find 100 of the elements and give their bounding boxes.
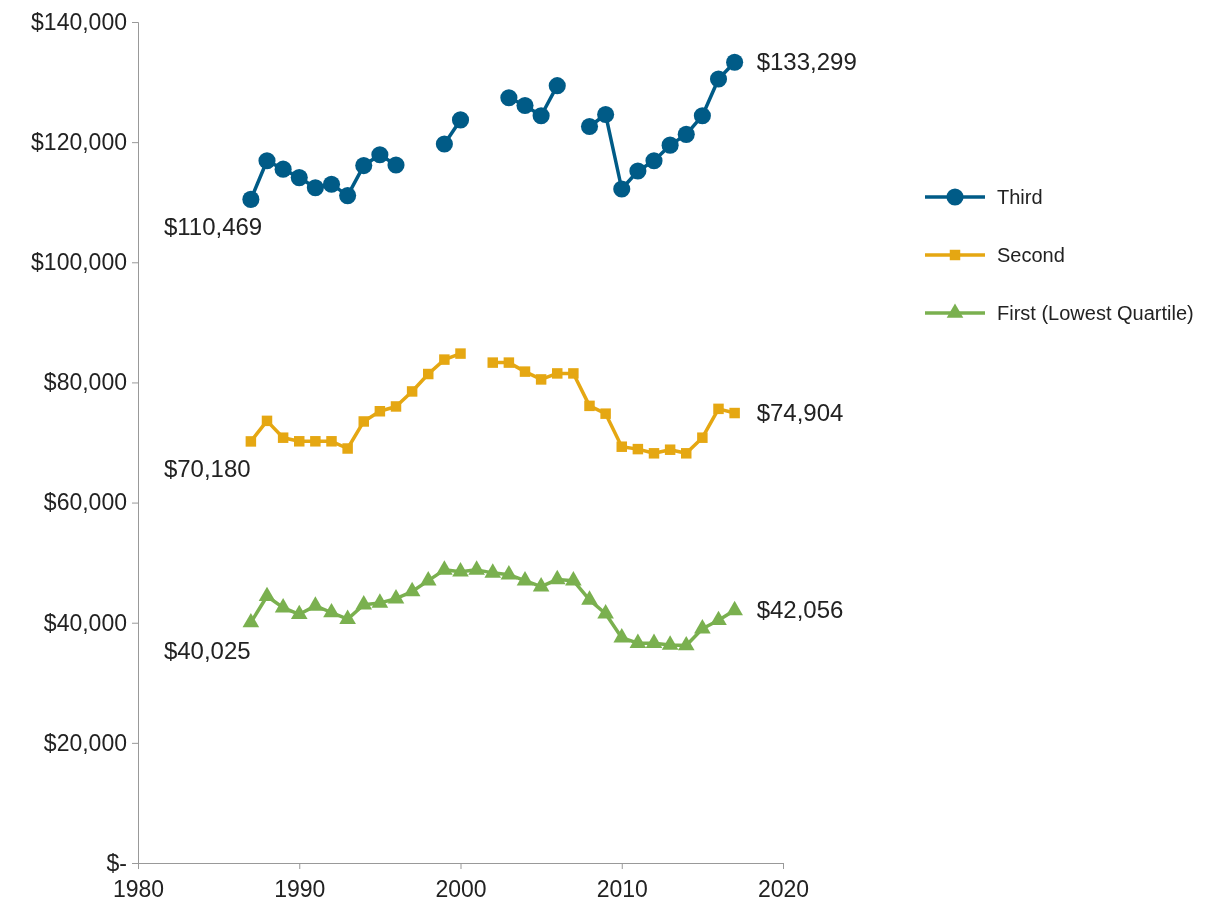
point	[552, 368, 563, 379]
legend-label: Third	[997, 186, 1043, 208]
point	[355, 157, 373, 175]
point	[355, 595, 373, 610]
x-tick-label: 1980	[112, 876, 165, 903]
x-tick-label: 2010	[596, 876, 648, 903]
point	[693, 107, 711, 125]
point	[339, 609, 356, 624]
point	[436, 560, 453, 575]
point	[274, 160, 292, 178]
point	[629, 162, 647, 180]
point	[306, 179, 324, 197]
point	[452, 562, 469, 577]
point	[661, 136, 679, 154]
point	[597, 604, 614, 619]
point	[326, 436, 337, 447]
point	[323, 602, 340, 618]
point	[584, 400, 595, 412]
point	[581, 590, 598, 605]
point	[310, 436, 321, 447]
y-tick-label: $20,000	[43, 729, 127, 756]
legend-label: First (Lowest Quartile)	[997, 302, 1194, 324]
x-tick-label: 1990	[274, 876, 326, 903]
point	[290, 604, 308, 620]
point	[374, 406, 386, 417]
point	[290, 169, 308, 187]
point	[261, 415, 273, 427]
y-tick-label: $80,000	[43, 369, 127, 396]
point	[648, 448, 660, 459]
point	[322, 175, 341, 193]
point	[629, 633, 647, 648]
point	[632, 443, 644, 455]
point	[613, 180, 631, 198]
data-label: $74,904	[756, 399, 844, 427]
point	[371, 146, 389, 164]
point	[371, 593, 389, 608]
point	[645, 152, 663, 170]
point	[435, 135, 453, 153]
point	[294, 436, 305, 447]
y-tick-label: $100,000	[31, 249, 127, 276]
point	[535, 374, 547, 385]
point	[709, 70, 728, 88]
legend-label: Second	[997, 244, 1065, 266]
point	[423, 368, 434, 380]
point	[468, 560, 485, 575]
point	[277, 432, 289, 443]
point	[729, 407, 740, 419]
point	[664, 444, 676, 455]
data-label: $133,299	[756, 48, 857, 76]
point	[661, 635, 679, 650]
point	[390, 401, 402, 412]
point	[403, 581, 421, 597]
point	[726, 600, 743, 616]
point	[387, 589, 405, 604]
y-tick-label: $60,000	[43, 489, 127, 516]
point	[694, 619, 711, 634]
point	[439, 354, 450, 365]
point	[710, 610, 727, 626]
point	[342, 443, 353, 454]
point	[500, 565, 518, 580]
point	[406, 386, 418, 397]
point	[548, 569, 566, 585]
point	[532, 107, 550, 125]
data-label: $110,469	[163, 213, 263, 241]
y-tick-label: $140,000	[31, 8, 127, 35]
point	[258, 152, 276, 170]
point	[613, 628, 631, 643]
point	[258, 586, 276, 602]
point	[516, 96, 534, 115]
point	[565, 571, 582, 586]
point	[451, 111, 470, 129]
point	[358, 416, 369, 427]
point	[548, 77, 566, 95]
point	[387, 156, 405, 174]
point	[455, 348, 466, 359]
point	[484, 563, 502, 578]
point	[487, 357, 498, 368]
point	[500, 89, 518, 107]
point	[242, 612, 260, 628]
point	[519, 366, 531, 377]
data-label: $70,180	[163, 455, 251, 483]
point	[616, 441, 627, 452]
y-tick-label: $120,000	[31, 129, 127, 155]
point	[600, 408, 611, 419]
point	[645, 633, 663, 648]
point	[503, 357, 515, 368]
point	[677, 125, 695, 143]
data-label: $40,025	[163, 636, 251, 664]
point	[339, 187, 357, 205]
x-tick-label: 2020	[757, 876, 810, 903]
point	[516, 571, 534, 586]
point	[242, 190, 260, 208]
point	[597, 105, 615, 124]
point	[307, 596, 324, 611]
point	[274, 598, 292, 613]
point	[713, 403, 724, 415]
y-tick-label: $40,000	[43, 609, 127, 636]
y-tick-label: $-	[106, 849, 127, 876]
point	[568, 368, 579, 379]
point	[532, 577, 550, 592]
